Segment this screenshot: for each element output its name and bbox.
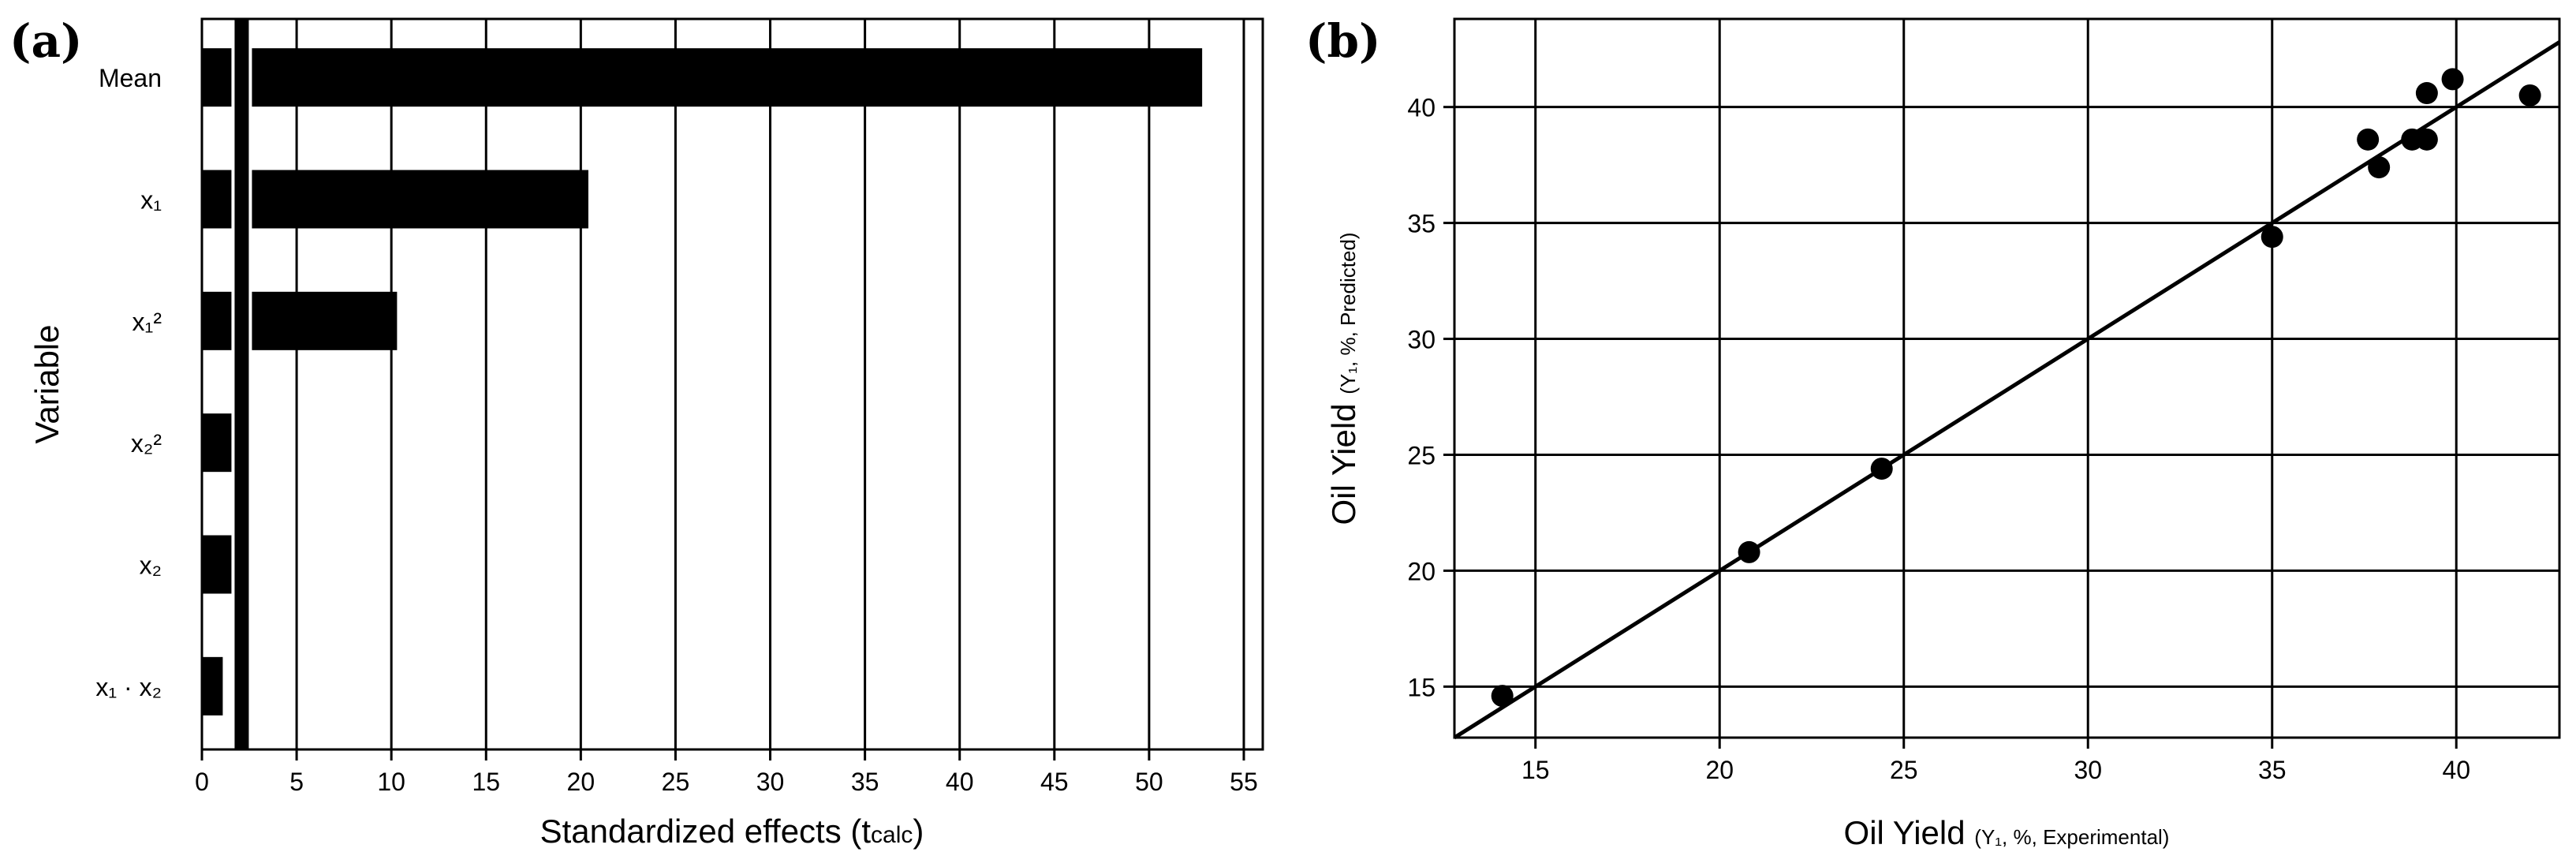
panel-a-y-axis-title: Variable: [28, 325, 65, 444]
panel-b-y-axis-title: Oil Yield (Y₁, %, Predicted): [1325, 232, 1362, 525]
panel-a-x-tick-label: 30: [756, 768, 785, 796]
panel-b-y-tick-label: 20: [1407, 557, 1435, 585]
panel-b-label: (b): [1305, 14, 1380, 68]
panel-b-x-axis-title: Oil Yield (Y₁, %, Experimental): [1844, 814, 2170, 851]
panel-a-x-ticks: 0 5 10 15 20 25 30 35 40 45 50 55: [195, 749, 1258, 796]
panel-a-x-tick-label: 25: [662, 768, 690, 796]
panel-a-x-tick-label: 55: [1230, 768, 1258, 796]
panel-a-bar: [202, 170, 588, 229]
panel-b-x-tick-label: 35: [2258, 756, 2287, 784]
panel-b-data-point: [2261, 226, 2283, 249]
panel-a-x-tick-label: 45: [1040, 768, 1069, 796]
panel-b-data-point: [2441, 68, 2464, 91]
panel-b-data-point: [2357, 128, 2380, 151]
panel-b-y-tick-label: 25: [1407, 441, 1435, 469]
panel-b-x-tick-label: 15: [1521, 756, 1550, 784]
panel-b-data-point: [2415, 128, 2438, 151]
panel-a-label: (a): [9, 14, 82, 68]
panel-b-scatter-plot: (b) 15 20 25 30 35 40 15 20 25 30 35 40 Oil Yield …: [1305, 14, 2561, 851]
panel-b-data-point: [1738, 540, 1760, 563]
panel-a-bar: [202, 48, 1203, 107]
panel-b-x-tick-label: 40: [2442, 756, 2470, 784]
panel-b-y-tick-label: 40: [1407, 94, 1435, 122]
panel-b-data-point: [2368, 156, 2391, 179]
panel-a-x-tick-label: 40: [946, 768, 974, 796]
panel-a-bar: [202, 656, 223, 716]
panel-b-x-ticks: 15 20 25 30 35 40: [1521, 738, 2470, 784]
panel-b-x-tick-label: 20: [1705, 756, 1734, 784]
panel-b-y-tick-label: 15: [1407, 673, 1435, 701]
panel-a-category-label: x₁: [140, 186, 162, 215]
panel-a-bars: [202, 48, 1203, 716]
panel-a-x-tick-label: 10: [377, 768, 405, 796]
panel-a-x-tick-label: 20: [567, 768, 595, 796]
panel-a-category-label: Mean: [99, 64, 162, 92]
panel-b-frame: [1453, 17, 2561, 739]
panel-b-x-tick-label: 25: [1890, 756, 1918, 784]
panel-a-category-label: x₂²: [131, 429, 162, 458]
panel-b-y-ticks: 15 20 25 30 35 40: [1407, 94, 1454, 701]
panel-a-frame: [200, 17, 1264, 751]
panel-a-x-tick-label: 35: [851, 768, 879, 796]
panel-b-data-point: [1870, 458, 1893, 480]
panel-a-category-label: x₂: [140, 551, 162, 580]
panel-a-x-tick-label: 50: [1135, 768, 1163, 796]
panel-b-data-point: [2415, 82, 2438, 105]
panel-a-bar: [202, 291, 398, 350]
panel-b-y-tick-label: 35: [1407, 210, 1435, 238]
panel-a-category-label: x₁²: [133, 308, 162, 336]
panel-a-x-tick-label: 5: [289, 768, 304, 796]
panel-a-category-labels: Mean x₁ x₁² x₂² x₂ x₁ · x₂: [95, 64, 162, 701]
panel-b-x-tick-label: 30: [2074, 756, 2102, 784]
panel-a-category-label: x₁ · x₂: [95, 673, 162, 701]
panel-a-x-tick-label: 0: [195, 768, 209, 796]
panel-b-y-tick-label: 30: [1407, 326, 1435, 354]
panel-a-bar-chart: (a) 0 5 10 15 20 25 30 35 40 45 50 55 Mean x₁ x₁² x₂² x…: [9, 14, 1264, 850]
panel-b-gridlines: [1454, 19, 2559, 738]
panel-b-data-point: [1491, 685, 1514, 708]
panel-a-x-tick-label: 15: [472, 768, 500, 796]
panel-a-gridlines: [295, 19, 1245, 749]
panel-b-points: [1491, 68, 2541, 708]
panel-b-data-point: [2518, 84, 2541, 107]
panel-a-x-axis-title: Standardized effects (tcalc): [540, 813, 924, 850]
